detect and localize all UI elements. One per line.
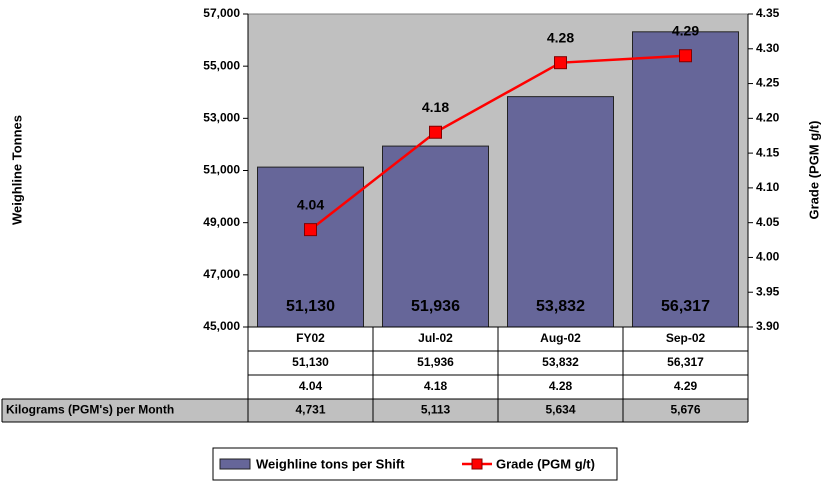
y-tick-label: 47,000 (203, 267, 240, 281)
grade-value-label: 4.28 (547, 29, 574, 45)
y2-tick-label: 3.90 (756, 319, 780, 333)
y2-axis-label: Grade (PGM g/t) (806, 121, 821, 220)
legend-label: Weighline tons per Shift (256, 456, 405, 471)
bar-value-label: 56,317 (661, 298, 710, 315)
table-header: FY02 (296, 331, 325, 345)
y2-tick-label: 4.05 (756, 215, 780, 229)
table-cell: 4.28 (549, 379, 573, 393)
y-tick-label: 51,000 (203, 163, 240, 177)
legend-swatch (219, 458, 251, 470)
grade-value-label: 4.04 (297, 196, 324, 212)
table-header: Jul-02 (418, 331, 453, 345)
table-header: Sep-02 (666, 331, 706, 345)
table-cell: 51,936 (417, 355, 454, 369)
table-cell: 56,317 (667, 355, 704, 369)
grade-marker (554, 56, 567, 70)
y2-tick-label: 4.25 (756, 76, 780, 90)
y2-tick-label: 4.35 (756, 6, 780, 20)
y-tick-label: 45,000 (203, 319, 240, 333)
bar-value-label: 51,130 (286, 298, 335, 315)
bar (507, 96, 614, 328)
y2-tick-label: 4.00 (756, 250, 780, 264)
grade-value-label: 4.18 (422, 99, 449, 115)
table-cell: 5,113 (421, 403, 451, 417)
y-tick-label: 49,000 (203, 215, 240, 229)
table-cell: 4,731 (295, 403, 325, 417)
y-tick-label: 53,000 (203, 111, 240, 125)
legend (212, 447, 618, 481)
table-gray-row (2, 399, 748, 422)
table-cell: 5,676 (670, 403, 700, 417)
table-header: Aug-02 (540, 331, 581, 345)
y2-tick-label: 4.10 (756, 180, 780, 194)
bar (382, 145, 489, 328)
y2-tick-label: 4.30 (756, 41, 780, 55)
table-cell: 4.29 (674, 379, 698, 393)
table-cell: 4.04 (299, 379, 323, 393)
grade-marker (429, 125, 442, 139)
bar-value-label: 53,832 (536, 298, 585, 315)
bar-value-label: 51,936 (411, 298, 460, 315)
table-cell: 53,832 (542, 355, 579, 369)
table-cell: 5,634 (545, 403, 575, 417)
y2-tick-label: 4.20 (756, 111, 780, 125)
grade-marker (304, 223, 317, 237)
grade-line (309, 54, 686, 231)
legend-label: Grade (PGM g/t) (496, 456, 595, 471)
grade-marker (679, 49, 692, 63)
table-cell: 51,130 (292, 355, 329, 369)
bar (257, 166, 364, 328)
legend-marker (471, 458, 483, 470)
grade-value-label: 4.29 (672, 22, 699, 38)
y2-tick-label: 4.15 (756, 145, 780, 159)
y-tick-label: 55,000 (203, 58, 240, 72)
table-cell: 4.18 (424, 379, 448, 393)
table-row-label: Kilograms (PGM's) per Month (6, 403, 174, 417)
y-axis-label: Weighline Tonnes (9, 115, 24, 225)
bar (632, 31, 739, 328)
y-tick-label: 57,000 (203, 6, 240, 20)
y2-tick-label: 3.95 (756, 284, 780, 298)
